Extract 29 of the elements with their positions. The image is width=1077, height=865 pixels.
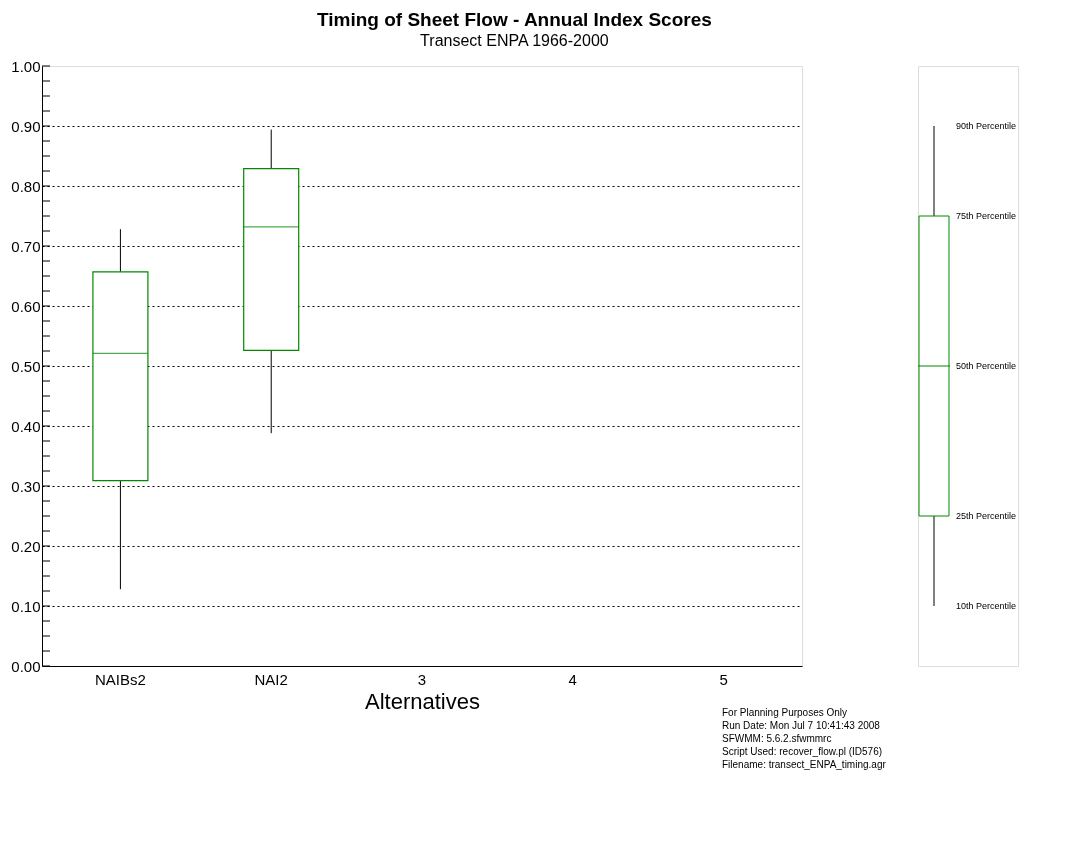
x-tick-label: 4 [568, 670, 577, 688]
text: 10th Percentile [956, 601, 1017, 611]
text: 75th Percentile [956, 211, 1017, 221]
y-tick-label: 0.20 [11, 537, 41, 555]
x-tick-label: NAI2 [254, 670, 288, 688]
text: Script Used: recover_flow.pl (ID576) [722, 746, 883, 757]
text: Run Date: Mon Jul 7 10:41:43 2008 [722, 720, 881, 731]
x-tick-label: 5 [719, 670, 728, 688]
text: For Planning Purposes Only [722, 707, 848, 718]
text: 90th Percentile [956, 121, 1017, 131]
y-tick-label: 0.40 [11, 417, 41, 435]
y-tick-label: 0.60 [11, 297, 41, 315]
y-tick-label: 0.50 [11, 357, 41, 375]
y-tick-label: 0.70 [11, 237, 41, 255]
text: Filename: transect_ENPA_timing.agr [722, 759, 887, 770]
text: 50th Percentile [956, 361, 1017, 371]
x-tick-label: 3 [417, 670, 427, 688]
y-tick-label: 0.10 [11, 597, 41, 615]
x-tick-label: NAIBs2 [94, 670, 146, 688]
x-axis-title: Alternatives [365, 688, 480, 714]
y-tick-label: 0.00 [11, 657, 41, 675]
y-tick-label: 0.90 [11, 117, 41, 135]
y-tick-label: 0.80 [11, 177, 41, 195]
y-tick-label: 0.30 [11, 477, 41, 495]
text: 25th Percentile [956, 511, 1017, 521]
chart-subtitle: Transect ENPA 1966-2000 [420, 31, 609, 49]
text: SFWMM: 5.6.2.sfwmmrc [722, 733, 832, 744]
chart-title: Timing of Sheet Flow - Annual Index Scores [316, 8, 712, 30]
y-tick-label: 1.00 [11, 57, 41, 75]
